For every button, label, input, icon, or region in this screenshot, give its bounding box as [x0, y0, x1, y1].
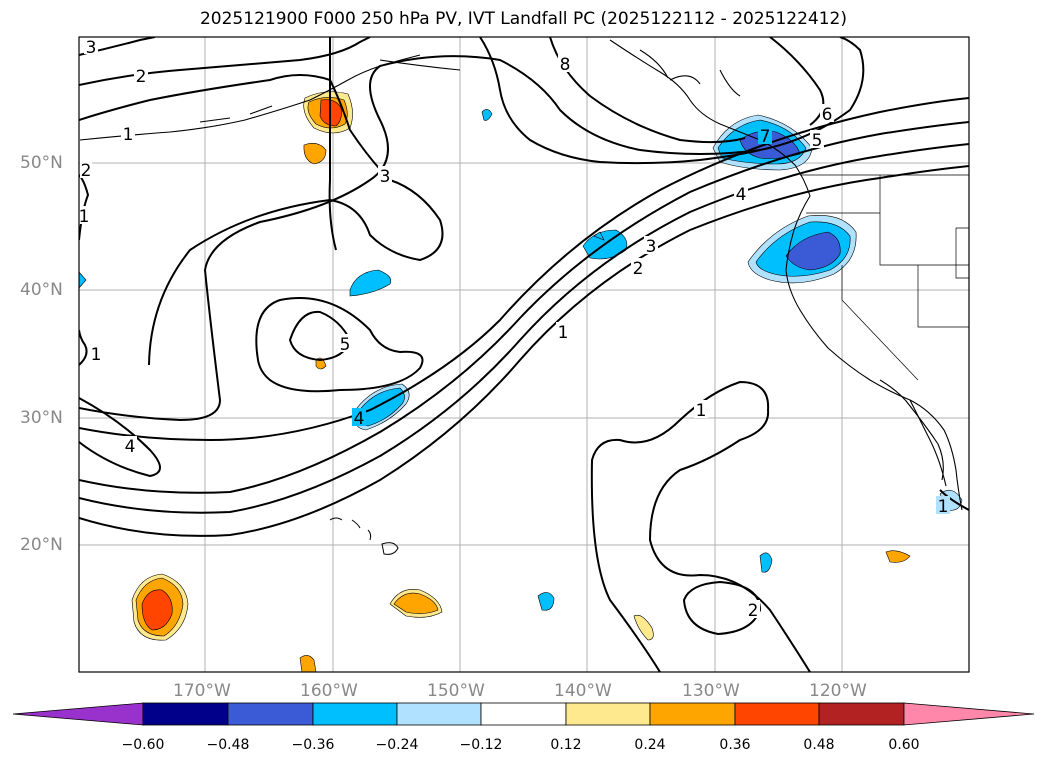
contour-label: 2	[81, 161, 92, 181]
colorbar-swatch	[142, 702, 229, 726]
contour-label: 2	[136, 67, 147, 87]
lon-label-120w: 120°W	[809, 681, 867, 701]
contour-label: 1	[938, 497, 949, 517]
patch-small-8	[593, 231, 605, 241]
coast-se-alaska	[609, 39, 963, 511]
patch-small-1	[537, 592, 555, 611]
contour-label: 2	[633, 259, 644, 279]
patch-small-5	[299, 655, 317, 672]
contour-label: 1	[79, 207, 90, 227]
colorbar-swatch	[227, 702, 314, 726]
lat-label-30n: 30°N	[20, 408, 63, 428]
lon-label-160w: 160°W	[300, 681, 358, 701]
contour-3	[79, 121, 969, 494]
contour-10	[255, 297, 424, 393]
lon-label-170w: 170°W	[173, 681, 231, 701]
contour-label: 3	[380, 167, 391, 187]
colorbar-tick: 0.48	[803, 737, 835, 753]
contour-label: 3	[646, 237, 657, 257]
colorbar-swatch	[396, 702, 482, 726]
colorbar-tick: −0.24	[375, 737, 419, 753]
coast-gulf-california	[909, 399, 947, 487]
contour-1	[79, 165, 969, 537]
contour-5	[79, 97, 969, 442]
patch-small-4	[885, 550, 911, 563]
contour-label: 3	[86, 38, 97, 58]
map-frame	[78, 36, 970, 673]
contour-label: 4	[354, 409, 365, 429]
lon-label-130w: 130°W	[682, 681, 740, 701]
lat-label-50n: 50°N	[20, 153, 63, 173]
contour-label: 5	[340, 335, 351, 355]
ivt-fill-patches	[79, 91, 963, 672]
patch-alaska-small	[303, 143, 327, 165]
contour-label: 7	[760, 127, 771, 147]
coast-misc-islands	[639, 49, 741, 97]
coast-baja	[879, 379, 944, 481]
colorbar-tick: −0.36	[291, 737, 335, 753]
contour-label: 4	[125, 437, 136, 457]
contour-7	[79, 74, 444, 366]
lat-label-20n: 20°N	[20, 535, 63, 555]
contour-16	[590, 380, 811, 672]
contour-label: 4	[736, 185, 747, 205]
contour-20	[769, 37, 825, 126]
contour-label: 5	[812, 131, 823, 151]
coast-alaska-south	[379, 59, 461, 71]
hawaii-islands	[329, 517, 399, 555]
contour-14	[79, 329, 88, 366]
colorbar-tick: 0.36	[719, 737, 751, 753]
contour-label: 8	[560, 55, 571, 75]
colorbar-tick: 0.24	[634, 737, 666, 753]
colorbar-swatch	[649, 702, 736, 726]
contour-2	[79, 143, 969, 514]
patch-small-2	[633, 614, 654, 641]
lon-label-140w: 140°W	[554, 681, 612, 701]
contour-18	[939, 489, 969, 511]
colorbar-swatch	[480, 702, 567, 726]
contour-6	[79, 37, 865, 422]
colorbar-tick: 0.12	[550, 737, 582, 753]
contour-label: 1	[558, 323, 569, 343]
gridlines	[79, 37, 969, 672]
colorbar-extend-high	[903, 702, 1035, 726]
patch-small-3	[759, 552, 773, 573]
patch-small-6	[481, 109, 493, 121]
contour-8	[79, 37, 371, 86]
borders	[800, 174, 969, 381]
colorbar-swatch	[312, 702, 398, 726]
map-title: 2025121900 F000 250 hPa PV, IVT Landfall…	[199, 9, 847, 29]
contour-label: 1	[123, 125, 134, 145]
patch-small-10	[79, 271, 87, 289]
lon-label-150w: 150°W	[427, 681, 485, 701]
contour-label: 1	[696, 401, 707, 421]
colorbar-swatch	[818, 702, 905, 726]
colorbar-tick: −0.48	[206, 737, 250, 753]
contour-label: 2	[748, 601, 759, 621]
colorbar-swatch	[734, 702, 820, 726]
colorbar-tick: −0.12	[459, 737, 503, 753]
lat-label-40n: 40°N	[20, 280, 63, 300]
pv-contours	[79, 37, 969, 672]
contour-label: 6	[822, 105, 833, 125]
patch-40n-blue	[349, 269, 392, 297]
coast-aleutians	[199, 105, 273, 123]
colorbar-tick: 0.60	[888, 737, 920, 753]
contour-labels: 3 2 1 3 8 6 7 5 4 3 2 1 5 4	[79, 37, 950, 621]
colorbar-extend-low	[12, 702, 144, 726]
colorbar	[12, 702, 1035, 726]
contour-12	[479, 37, 761, 165]
contour-label: 1	[91, 345, 102, 365]
contour-19	[328, 37, 337, 251]
colorbar-tick: −0.60	[121, 737, 165, 753]
colorbar-swatch	[565, 702, 651, 726]
contour-4	[79, 397, 161, 478]
